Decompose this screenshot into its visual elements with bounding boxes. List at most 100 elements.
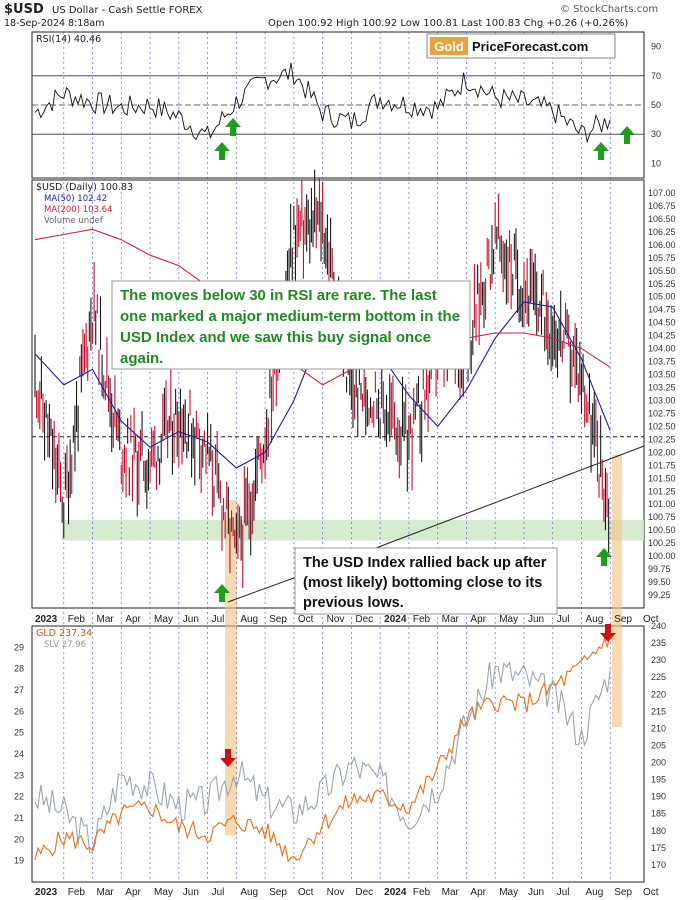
x-tick-label: Oct: [643, 614, 659, 625]
slv-tick-label: 25: [14, 728, 24, 738]
x-tick-label: Apr: [125, 614, 141, 625]
x-tick-label: Mar: [442, 614, 460, 625]
x-tick-label: Oct: [298, 614, 314, 625]
gld-tick-label: 225: [651, 672, 666, 682]
gld-tick-label: 210: [651, 723, 666, 733]
usd-tick-label: 105.50: [648, 266, 676, 276]
svg-text:PriceForecast.com: PriceForecast.com: [472, 39, 588, 54]
x-tick-label: Nov: [327, 887, 345, 898]
buy-signal-arrow: [596, 548, 612, 566]
usd-tick-label: 106.00: [648, 240, 676, 250]
rsi-series-group: [34, 62, 611, 144]
usd-tick-label: 105.25: [648, 279, 676, 289]
gld-tick-label: 195: [651, 775, 666, 785]
x-tick-label: Oct: [643, 887, 659, 898]
usd-legend-ma50: MA(50) 102.42: [44, 194, 107, 204]
rsi-annotation-text: The moves below 30 in RSI are rare. The …: [120, 287, 460, 367]
slv-tick-label: 28: [14, 664, 24, 674]
x-tick-label: 2023: [35, 887, 58, 898]
slv-legend: SLV 27.96: [44, 640, 86, 650]
x-tick-label: Jul: [557, 887, 570, 898]
gld-tick-label: 175: [651, 843, 666, 853]
support-zone: [62, 519, 644, 541]
x-tick-label: Apr: [470, 614, 486, 625]
slv-line: [34, 660, 611, 854]
usd-tick-label: 99.75: [648, 564, 671, 574]
usd-tick-label: 105.75: [648, 253, 676, 263]
gld-slv-panel: [31, 625, 645, 883]
x-tick-label: Sep: [269, 887, 287, 898]
usd-tick-label: 104.75: [648, 305, 676, 315]
x-tick-label: Apr: [125, 887, 141, 898]
usd-legend: $USD (Daily) 100.83 MA(50) 102.42 MA(200…: [36, 182, 133, 226]
gld-tick-label: 235: [651, 638, 666, 648]
x-tick-label: Dec: [355, 887, 373, 898]
gld-tick-label: 170: [651, 860, 666, 870]
x-tick-label: Jul: [557, 614, 570, 625]
usd-y-axis: 107.00 106.75 106.50 106.25 106.00 105.75 105.…: [648, 188, 676, 600]
x-tick-label: Sep: [614, 887, 632, 898]
usd-tick-label: 103.50: [648, 370, 676, 380]
usd-tick-label: 104.25: [648, 331, 676, 341]
gld-tick-label: 200: [651, 758, 666, 768]
x-tick-label: Aug: [240, 614, 258, 625]
buy-signal-arrow: [593, 142, 609, 160]
gld-arrows: [220, 624, 616, 767]
x-tick-label: Mar: [97, 887, 115, 898]
usd-annotation-box: The USD Index rallied back up after (most…: [294, 547, 558, 615]
rsi-y-axis: 10 30 50 70 90: [651, 42, 661, 169]
ma200-line: [34, 228, 611, 386]
usd-tick-label: 104.00: [648, 344, 676, 354]
rsi-tick-label: 30: [651, 129, 661, 139]
chart-subtitle: US Dollar - Cash Settle FOREX: [52, 5, 203, 16]
slv-tick-label: 24: [14, 749, 24, 759]
slv-tick-label: 29: [14, 642, 24, 652]
usd-tick-label: 101.50: [648, 473, 676, 483]
gld-tick-label: 180: [651, 826, 666, 836]
gld-tick-label: 190: [651, 792, 666, 802]
usd-tick-label: 102.00: [648, 447, 676, 457]
x-tick-label: Apr: [470, 887, 486, 898]
usd-tick-label: 104.50: [648, 318, 676, 328]
rsi-arrows: [214, 118, 635, 160]
x-tick-label: Sep: [614, 614, 632, 625]
gld-tick-label: 240: [651, 621, 666, 631]
usd-tick-label: 101.75: [648, 460, 676, 470]
usd-tick-label: 103.00: [648, 395, 676, 405]
x-tick-label: Jun: [528, 887, 544, 898]
usd-tick-label: 100.50: [648, 525, 676, 535]
usd-annotation-text: The USD Index rallied back up after (most…: [303, 555, 547, 611]
x-tick-label: May: [154, 614, 173, 625]
rsi-tick-label: 70: [651, 71, 661, 81]
x-tick-label: Aug: [585, 614, 603, 625]
slv-tick-label: 21: [14, 813, 24, 823]
slv-tick-label: 27: [14, 685, 24, 695]
usd-tick-label: 100.00: [648, 551, 676, 561]
x-tick-label: May: [154, 887, 173, 898]
x-axis-gld: 2023 Feb Mar Apr May Jun Jul Aug Sep Oct Nov Dec 202…: [35, 887, 659, 898]
gld-legend: GLD 237.34: [36, 628, 92, 639]
chart-title: $USD: [4, 2, 44, 17]
usd-tick-label: 106.25: [648, 227, 676, 237]
usd-tick-label: 99.25: [648, 590, 671, 600]
slv-tick-label: 22: [14, 792, 24, 802]
x-tick-label: May: [499, 887, 518, 898]
usd-tick-label: 107.00: [648, 188, 676, 198]
highlight-band-sep-2024: [612, 455, 622, 727]
gld-y-axis: 170 175 180 185 190 195 200 205 210 215 220 225 230 2…: [14, 621, 666, 870]
x-tick-label: Feb: [413, 887, 431, 898]
rsi-legend: RSI(14) 40.46: [36, 34, 101, 45]
usd-tick-label: 103.25: [648, 383, 676, 393]
usd-tick-label: 106.75: [648, 201, 676, 211]
goldpriceforecast-logo: Gold PriceForecast.com: [426, 33, 616, 59]
rsi-tick-label: 90: [651, 42, 661, 52]
usd-panel: [31, 179, 645, 609]
usd-legend-price: $USD (Daily) 100.83: [36, 182, 133, 193]
usd-tick-label: 100.75: [648, 512, 676, 522]
gld-tick-label: 215: [651, 706, 666, 716]
gld-line: [34, 634, 611, 863]
x-tick-label: Feb: [68, 887, 86, 898]
x-tick-label: Jul: [212, 887, 225, 898]
chart-ohlc: Open 100.92 High 100.92 Low 100.81 Last …: [268, 18, 628, 29]
